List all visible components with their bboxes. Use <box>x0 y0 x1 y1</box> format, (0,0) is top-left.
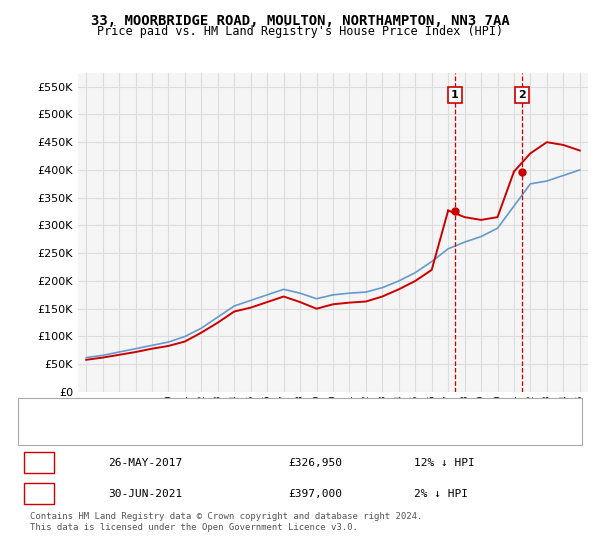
Text: 30-JUN-2021: 30-JUN-2021 <box>108 489 182 499</box>
Text: 1: 1 <box>35 459 43 468</box>
Text: 1: 1 <box>451 90 458 100</box>
Text: £326,950: £326,950 <box>288 459 342 468</box>
Text: 33, MOORBRIDGE ROAD, MOULTON, NORTHAMPTON, NN3 7AA (detached house): 33, MOORBRIDGE ROAD, MOULTON, NORTHAMPTO… <box>69 406 471 416</box>
Text: 2% ↓ HPI: 2% ↓ HPI <box>414 489 468 499</box>
Text: 12% ↓ HPI: 12% ↓ HPI <box>414 459 475 468</box>
Text: 26-MAY-2017: 26-MAY-2017 <box>108 459 182 468</box>
Text: 2: 2 <box>518 90 526 100</box>
Text: £397,000: £397,000 <box>288 489 342 499</box>
Text: 33, MOORBRIDGE ROAD, MOULTON, NORTHAMPTON, NN3 7AA: 33, MOORBRIDGE ROAD, MOULTON, NORTHAMPTO… <box>91 14 509 28</box>
Text: Price paid vs. HM Land Registry's House Price Index (HPI): Price paid vs. HM Land Registry's House … <box>97 25 503 38</box>
Text: HPI: Average price, detached house, West Northamptonshire: HPI: Average price, detached house, West… <box>69 428 411 438</box>
Text: 2: 2 <box>35 489 43 499</box>
Text: Contains HM Land Registry data © Crown copyright and database right 2024.
This d: Contains HM Land Registry data © Crown c… <box>30 512 422 532</box>
